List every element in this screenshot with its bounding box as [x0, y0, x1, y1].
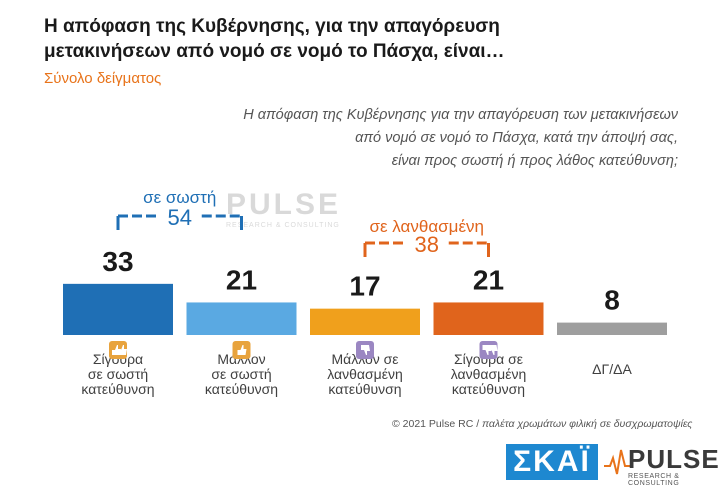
skai-logo: ΣΚΑΪ	[506, 444, 598, 480]
bar-5	[557, 322, 667, 335]
double-thumbs-up-icon	[109, 341, 127, 359]
category-label-2-3: κατεύθυνση	[205, 381, 278, 397]
category-label-2-2: σε σωστή	[211, 366, 271, 382]
bar-1	[63, 283, 173, 335]
watermark-subtext: RESEARCH & CONSULTING	[226, 222, 340, 229]
category-label-4-2: λανθασμένη	[451, 366, 527, 382]
category-label-3-2: λανθασμένη	[327, 366, 403, 382]
value-label-1: 33	[102, 246, 133, 277]
category-label-1-3: κατεύθυνση	[81, 381, 154, 397]
question-line-3: είναι προς σωστή ή προς λάθος κατεύθυνση…	[391, 153, 678, 169]
group-total-2: 38	[415, 232, 439, 257]
category-label-1-2: σε σωστή	[88, 366, 148, 382]
bar-3	[310, 308, 420, 335]
value-label-3: 17	[349, 271, 380, 302]
chart-title: Η απόφαση της Κυβέρνησης, για την απαγόρ…	[44, 14, 604, 64]
double-thumbs-down-icon	[479, 341, 498, 359]
category-label-4-3: κατεύθυνση	[452, 381, 525, 397]
group-name-2: σε λανθασμένη	[370, 217, 484, 236]
category-label-5-1: ΔΓ/ΔΑ	[592, 361, 632, 377]
thumbs-down-icon	[356, 341, 374, 359]
bar-4	[433, 302, 544, 335]
chart-subtitle: Σύνολο δείγματος	[44, 70, 162, 87]
bar-2	[186, 302, 297, 335]
thumbs-up-icon	[232, 341, 251, 359]
copyright-text: © 2021 Pulse RC	[392, 418, 474, 430]
value-label-4: 21	[473, 264, 504, 295]
pulse-logo-subtext: RESEARCH & CONSULTING	[628, 473, 680, 487]
value-label-2: 21	[226, 264, 257, 295]
pulse-logo-text: PULSE	[628, 444, 720, 474]
pulse-watermark: PULSE RESEARCH & CONSULTING	[226, 188, 341, 229]
question-line-1: Η απόφαση της Κυβέρνησης για την απαγόρε…	[243, 107, 678, 123]
category-label-3-3: κατεύθυνση	[328, 381, 401, 397]
group-name-1: σε σωστή	[143, 188, 216, 207]
palette-note: παλέτα χρωμάτων φιλική σε δυσχρωματοψίες	[482, 418, 693, 430]
title-line-2: μετακινήσεων από νομό σε νομό το Πάσχα, …	[44, 41, 505, 62]
value-label-5: 8	[604, 285, 620, 316]
watermark-text: PULSE	[226, 188, 342, 221]
pulse-logo: PULSE RESEARCH & CONSULTING	[604, 444, 720, 487]
question-line-2: από νομό σε νομό το Πάσχα, κατά την άποψ…	[355, 130, 678, 146]
title-line-1: Η απόφαση της Κυβέρνησης, για την απαγόρ…	[44, 16, 500, 37]
copyright-separator: /	[476, 418, 480, 430]
group-total-1: 54	[168, 205, 192, 230]
copyright-note: © 2021 Pulse RC / παλέτα χρωμάτων φιλική…	[392, 418, 692, 430]
pulse-wave-icon	[604, 449, 630, 475]
survey-question: Η απόφαση της Κυβέρνησης για την απαγόρε…	[158, 104, 678, 173]
